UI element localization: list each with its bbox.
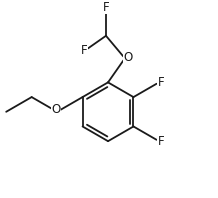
Text: F: F <box>158 135 164 148</box>
Text: F: F <box>103 1 109 14</box>
Text: F: F <box>158 76 164 89</box>
Text: F: F <box>80 44 87 57</box>
Text: O: O <box>51 103 61 116</box>
Text: O: O <box>123 51 133 64</box>
